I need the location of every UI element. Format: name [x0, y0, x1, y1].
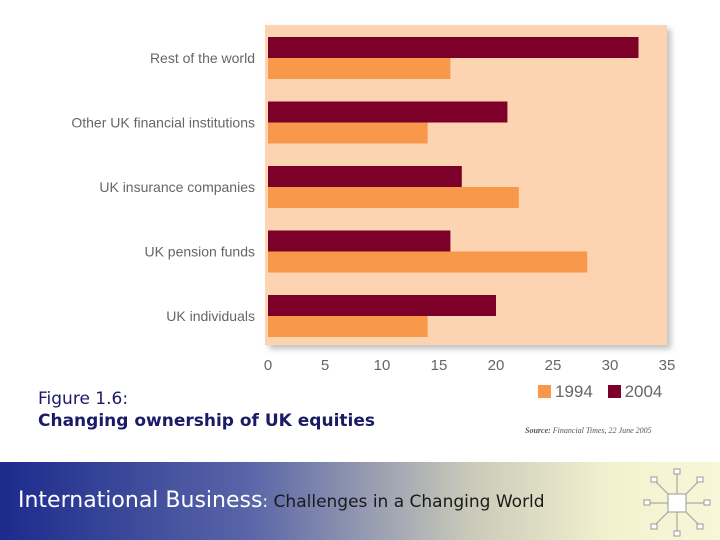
x-tick-label: 20 [488, 357, 505, 374]
book-title: International Business: Challenges in a … [18, 488, 545, 513]
legend-swatch-1994 [538, 385, 551, 398]
bar-1994 [268, 251, 588, 273]
legend-label-1994: 1994 [555, 382, 593, 401]
footer-banner: International Business: Challenges in a … [0, 462, 720, 540]
bar-2004 [268, 166, 462, 187]
category-label: UK individuals [166, 308, 255, 324]
x-tick-label: 0 [264, 357, 272, 374]
source-note: Source: Financial Times, 22 June 2005 [525, 426, 652, 435]
legend: 1994 2004 [538, 382, 672, 402]
source-text: Financial Times, 22 June 2005 [552, 426, 652, 435]
bar-2004 [268, 230, 451, 252]
figure-caption: Figure 1.6: Changing ownership of UK equ… [38, 388, 375, 432]
legend-item-1994: 1994 [538, 382, 593, 401]
network-globe-icon [643, 468, 711, 537]
x-tick-label: 15 [431, 357, 448, 374]
x-tick-label: 30 [602, 357, 619, 374]
bar-chart: Rest of the world Other UK financial inst… [71, 25, 676, 374]
x-tick-label: 35 [659, 357, 676, 374]
x-tick-label: 25 [545, 357, 562, 374]
legend-item-2004: 2004 [607, 382, 663, 401]
book-title-subtitle: Challenges in a Changing World [268, 492, 545, 512]
source-label: Source: [525, 426, 551, 435]
figure-number: Figure 1.6: [38, 389, 129, 409]
book-title-colon: : [262, 492, 269, 512]
x-tick-label: 5 [321, 357, 329, 374]
bar-2004 [268, 101, 508, 123]
x-tick-label: 10 [374, 357, 391, 374]
bar-1994 [268, 316, 428, 337]
bar-2004 [268, 37, 639, 58]
bar-1994 [268, 187, 519, 208]
figure-title: Changing ownership of UK equities [38, 411, 375, 431]
bar-1994 [268, 122, 428, 144]
book-title-main: International Business [18, 488, 263, 513]
bar-1994 [268, 58, 451, 79]
category-label: UK pension funds [144, 244, 255, 260]
legend-swatch-2004 [607, 385, 621, 398]
legend-label-2004: 2004 [624, 382, 663, 401]
category-label: UK insurance companies [99, 179, 255, 195]
category-label: Other UK financial institutions [71, 115, 255, 131]
category-label: Rest of the world [150, 50, 255, 66]
bar-2004 [268, 295, 496, 316]
